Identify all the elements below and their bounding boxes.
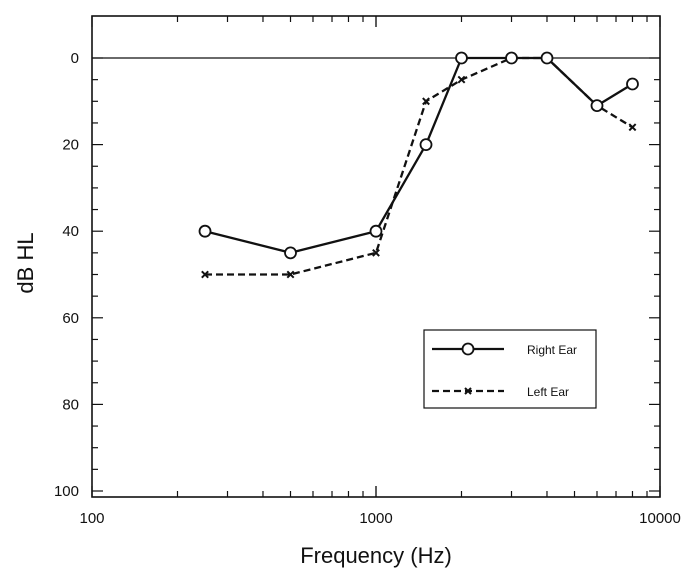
- y-tick-label: 40: [62, 223, 79, 240]
- data-point-left-ear: [422, 97, 430, 106]
- legend: Right Ear Left Ear: [423, 329, 597, 409]
- x-marker-stroke: [422, 97, 430, 106]
- legend-left-ear-marker: [464, 387, 472, 395]
- series-right-ear: [198, 51, 639, 260]
- x-marker-stroke: [286, 270, 295, 279]
- y-tick-label: 100: [54, 483, 79, 500]
- legend-item-left-ear: Left Ear: [432, 385, 569, 399]
- data-point-right-ear: [419, 138, 433, 152]
- data-point-left-ear: [201, 270, 209, 279]
- y-axis-title: dB HL: [13, 232, 38, 293]
- x-marker-stroke: [372, 248, 380, 257]
- series-line-left-ear: [205, 56, 634, 276]
- data-point-right-ear: [540, 51, 554, 65]
- x-tick-label: 1000: [359, 510, 392, 527]
- x-tick-label: 100: [79, 510, 104, 527]
- series-left-ear: [201, 54, 637, 279]
- data-point-right-ear: [505, 51, 518, 65]
- data-point-right-ear: [198, 224, 212, 238]
- plot-frame: [91, 15, 661, 498]
- x-marker-stroke: [628, 123, 637, 132]
- x-marker-stroke: [201, 270, 209, 279]
- data-point-left-ear: [372, 248, 380, 257]
- series-layer: [198, 51, 639, 279]
- legend-left-ear-label: Left Ear: [527, 385, 569, 399]
- y-tick-label: 60: [62, 310, 79, 327]
- legend-right-ear-marker: [461, 342, 475, 356]
- legend-box: [423, 329, 597, 409]
- x-tick-label: 10000: [639, 510, 681, 527]
- legend-right-ear-label: Right Ear: [527, 343, 577, 357]
- y-tick-label: 0: [71, 50, 79, 67]
- data-point-left-ear: [286, 270, 295, 279]
- y-tick-label: 20: [62, 137, 79, 154]
- series-line-right-ear: [204, 56, 634, 254]
- x-axis-title: Frequency (Hz): [300, 543, 452, 568]
- x-marker-stroke: [457, 75, 466, 84]
- data-point-left-ear: [457, 75, 466, 84]
- y-tick-label: 80: [62, 396, 79, 413]
- legend-item-right-ear: Right Ear: [432, 342, 577, 357]
- data-point-right-ear: [626, 77, 639, 91]
- data-point-right-ear: [284, 246, 297, 260]
- data-point-right-ear: [455, 51, 468, 65]
- axes-layer: [91, 15, 661, 498]
- data-point-left-ear: [628, 123, 637, 132]
- data-point-right-ear: [590, 99, 604, 113]
- data-point-right-ear: [369, 224, 383, 238]
